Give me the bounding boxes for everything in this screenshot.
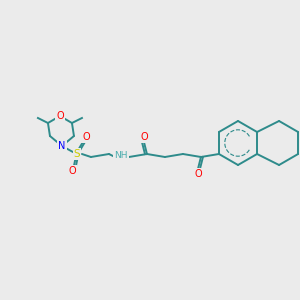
Text: O: O bbox=[82, 132, 90, 142]
Text: N: N bbox=[58, 141, 66, 151]
Text: O: O bbox=[56, 111, 64, 121]
Text: O: O bbox=[140, 132, 148, 142]
Text: O: O bbox=[194, 169, 202, 179]
Text: O: O bbox=[68, 166, 76, 176]
Text: NH: NH bbox=[114, 151, 128, 160]
Text: S: S bbox=[74, 149, 80, 159]
